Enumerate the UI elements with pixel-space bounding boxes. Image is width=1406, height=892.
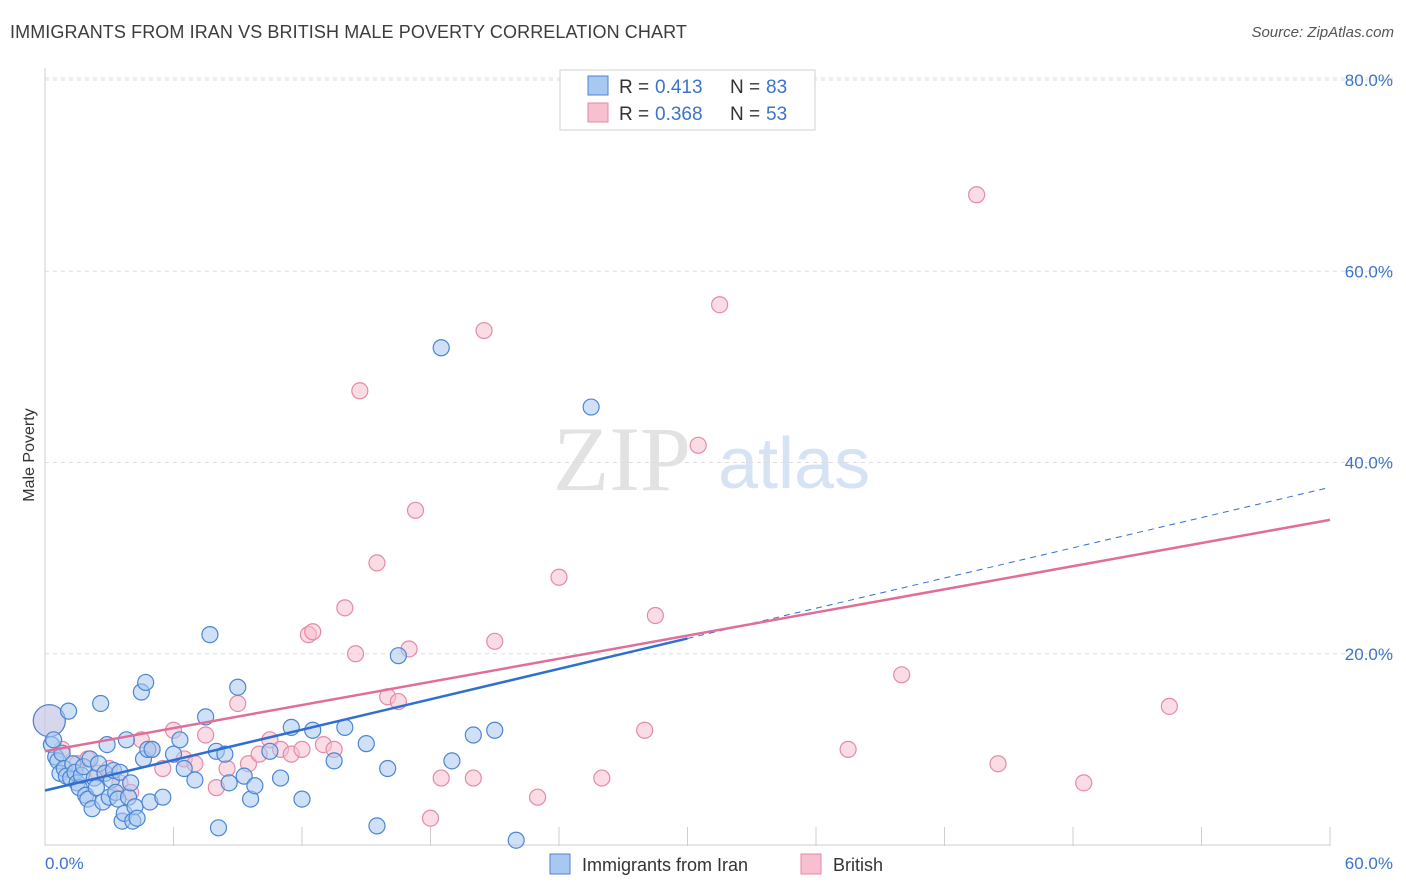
iran-series <box>32 339 600 849</box>
british-point <box>229 694 247 713</box>
trend-lines <box>44 486 1331 792</box>
legend-r-value-iran: 0.413 <box>655 77 703 98</box>
iran-point <box>154 788 172 806</box>
bottom-legend: Immigrants from Iran British <box>549 853 883 875</box>
british-point <box>351 382 369 400</box>
british-trend-line <box>44 518 1331 753</box>
legend-n-value-iran: 83 <box>766 77 787 98</box>
chart-source: Source: ZipAtlas.com <box>1251 24 1394 41</box>
british-point <box>368 554 386 572</box>
y-tick-label: 40.0% <box>1345 454 1393 473</box>
x-tick-label-start: 0.0% <box>45 854 84 873</box>
british-point <box>336 599 354 617</box>
iran-point <box>122 774 140 792</box>
legend-n-value-british: 53 <box>766 104 787 125</box>
iran-point <box>325 752 343 770</box>
iran-trend-extension <box>687 486 1331 639</box>
y-axis-title: Male Poverty <box>21 408 38 501</box>
y-tick-label: 20.0% <box>1345 645 1393 664</box>
british-point <box>1160 697 1178 715</box>
british-point <box>689 436 707 454</box>
british-point <box>346 645 365 663</box>
british-point <box>421 809 440 827</box>
iran-point <box>379 759 397 778</box>
british-point <box>486 632 504 650</box>
iran-point <box>143 740 161 758</box>
british-point <box>989 755 1007 773</box>
iran-point <box>229 678 247 696</box>
legend-swatch-british <box>587 102 609 123</box>
british-point <box>293 740 311 758</box>
y-tick-label: 80.0% <box>1345 71 1393 90</box>
british-point <box>475 321 493 340</box>
british-point <box>550 568 568 586</box>
iran-point <box>171 731 189 749</box>
iran-point <box>186 771 204 789</box>
chart-title: IMMIGRANTS FROM IRAN VS BRITISH MALE POV… <box>10 22 687 42</box>
iran-point <box>87 779 106 797</box>
british-point <box>406 501 425 519</box>
british-point <box>432 769 450 787</box>
british-point <box>218 759 236 778</box>
iran-point <box>235 767 253 785</box>
iran-point <box>44 731 63 749</box>
legend-r-label-british: R = <box>619 104 649 125</box>
iran-point <box>137 673 155 692</box>
iran-point <box>216 745 234 763</box>
iran-point <box>293 790 311 808</box>
iran-point <box>201 626 219 644</box>
british-point <box>711 296 729 314</box>
legend-n-label-iran: N = <box>730 77 760 98</box>
british-point <box>593 769 611 787</box>
iran-point <box>128 809 146 827</box>
iran-point <box>357 735 375 753</box>
iran-point <box>432 339 450 357</box>
british-point <box>197 726 215 744</box>
watermark-zip: ZIP <box>553 408 691 510</box>
bottom-legend-swatch-iran <box>549 853 571 875</box>
x-tick-label-end: 60.0% <box>1345 854 1393 873</box>
iran-point <box>209 819 228 837</box>
iran-point <box>92 694 110 713</box>
iran-point <box>261 742 279 760</box>
iran-point <box>117 731 135 749</box>
y-tick-label: 60.0% <box>1345 262 1393 281</box>
legend-r-value-british: 0.368 <box>655 104 703 125</box>
british-point <box>893 666 911 684</box>
british-point <box>839 740 857 758</box>
british-point <box>304 623 322 641</box>
iran-point <box>486 721 504 739</box>
iran-point <box>59 702 78 720</box>
legend-swatch-iran <box>587 75 609 96</box>
iran-point <box>368 817 386 835</box>
watermark-atlas: atlas <box>718 424 870 504</box>
iran-point <box>271 769 290 787</box>
legend: R = 0.413 N = 83 R = 0.368 N = 53 <box>559 69 816 131</box>
iran-point <box>175 759 193 778</box>
legend-n-label-british: N = <box>730 104 760 125</box>
axes <box>44 68 1331 846</box>
iran-point <box>582 398 600 416</box>
iran-point <box>464 726 482 744</box>
iran-point <box>246 777 264 795</box>
legend-r-label-iran: R = <box>619 77 649 98</box>
bottom-legend-label-iran: Immigrants from Iran <box>582 855 748 875</box>
british-point <box>636 721 654 739</box>
iran-point <box>220 774 238 792</box>
bottom-legend-label-british: British <box>833 855 883 875</box>
tick-labels: 20.0% 40.0% 60.0% 80.0% 0.0% 60.0% <box>45 71 1393 873</box>
iran-point <box>443 752 461 770</box>
iran-point <box>389 647 407 665</box>
gridlines <box>45 77 1395 655</box>
british-point <box>464 769 482 787</box>
british-point <box>1075 774 1093 792</box>
british-point <box>528 788 547 806</box>
british-point <box>646 606 664 625</box>
iran-point <box>507 831 525 849</box>
iran-trend-line <box>44 637 688 792</box>
british-point <box>968 186 986 204</box>
bottom-legend-swatch-british <box>800 853 822 875</box>
